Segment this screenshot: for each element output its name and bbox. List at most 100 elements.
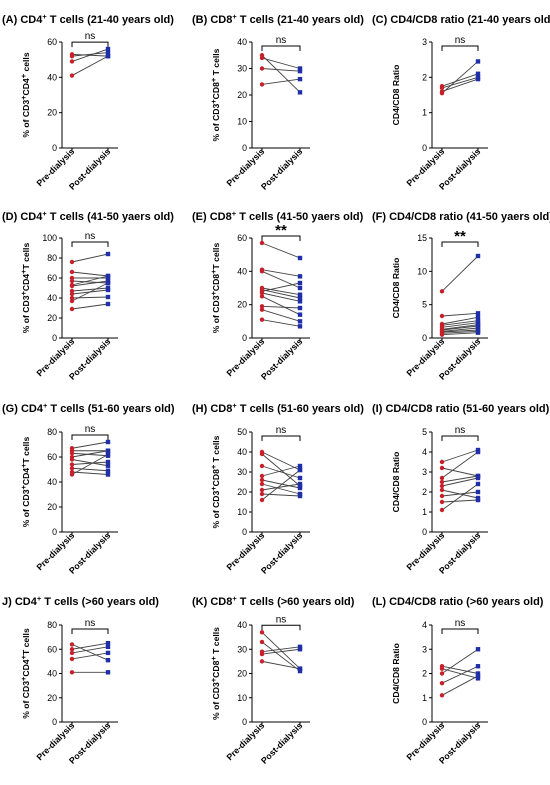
pre-dialysis-point: [69, 466, 75, 471]
pair-line: [71, 652, 109, 660]
y-tick-label: 0: [422, 333, 427, 343]
panel-label: (D): [2, 211, 20, 223]
pair-line: [261, 641, 301, 672]
y-tick-label: 60: [47, 452, 57, 462]
significance-bracket: [261, 435, 301, 441]
significance-label: ns: [85, 31, 96, 42]
y-axis-label: % of CD3+CD8+T cells: [209, 243, 221, 334]
panel-label: (F): [372, 211, 389, 223]
post-dialysis-point: [105, 439, 111, 445]
panel-label: (A): [2, 14, 20, 26]
panel-title-main: CD4/CD8 ratio (51-60 years old): [385, 403, 549, 415]
significance-label: ns: [85, 424, 96, 435]
y-axis-label: % of CD3+CD8+ T cells: [209, 48, 221, 141]
post-dialysis-point: [105, 273, 111, 279]
pair-line: [71, 454, 109, 475]
panel-I: (I) CD4/CD8 ratio (51-60 years old) 0 1 2 3 4…: [372, 403, 550, 576]
y-tick-label: 40: [47, 669, 57, 679]
y-tick-label: 20: [47, 108, 57, 118]
panel-label: (H): [192, 403, 210, 415]
pair-line: [71, 271, 109, 277]
post-dialysis-point: [297, 644, 303, 650]
panel-title: (F) CD4/CD8 ratio (41-50 yaers old): [372, 211, 550, 223]
post-dialysis-point: [297, 90, 303, 95]
panel-title-main: CD4: [20, 211, 43, 223]
y-axis-label: % of CD3+CD4+T cells: [19, 243, 31, 334]
pair-line: [441, 483, 479, 511]
pair-line: [71, 287, 109, 292]
post-dialysis-point: [297, 493, 303, 499]
post-dialysis-point: [475, 75, 481, 80]
post-dialysis-point: [297, 280, 303, 286]
panel-title-rest: T cells (>60 years old): [237, 596, 355, 608]
pre-dialysis-point: [439, 479, 445, 485]
pre-dialysis-point: [439, 289, 445, 294]
y-tick-label: 30: [237, 64, 247, 74]
post-dialysis-point: [297, 295, 303, 301]
pre-dialysis-point: [259, 477, 265, 483]
post-dialysis-point: [297, 292, 303, 297]
pair-line: [441, 467, 479, 477]
pair-line: [441, 451, 479, 479]
post-dialysis-point: [297, 485, 303, 491]
post-dialysis-point: [105, 53, 111, 59]
y-axis-label: % of CD3+CD4+ cells: [19, 52, 31, 137]
pair-line: [441, 327, 479, 332]
post-dialysis-point: [105, 301, 111, 307]
pair-line: [441, 475, 479, 483]
pre-dialysis-point: [259, 317, 265, 322]
pair-line: [261, 269, 301, 277]
post-dialysis-point: [105, 670, 111, 675]
post-dialysis-point: [105, 452, 111, 457]
y-tick-label: 80: [47, 620, 57, 630]
pair-line: [261, 453, 301, 487]
pair-line: [261, 465, 301, 479]
panel-C: (C) CD4/CD8 ratio (21-40 years old)0123P…: [372, 14, 550, 192]
pair-line: [261, 309, 301, 322]
pair-line: [261, 319, 301, 327]
significance-label: ns: [85, 231, 96, 242]
post-dialysis-point: [105, 448, 111, 453]
post-dialysis-point: [297, 68, 303, 74]
significance-bracket: [71, 628, 109, 634]
panel-title-rest: T cells (41-50 yaers old): [236, 211, 364, 223]
pair-line: [441, 491, 479, 497]
pre-dialysis-point: [259, 269, 265, 274]
post-dialysis-point: [297, 668, 303, 674]
pair-line: [71, 646, 109, 654]
pair-line: [71, 643, 109, 661]
post-dialysis-point: [105, 468, 111, 473]
y-axis-label: % of CD3+CD4+T cells: [19, 437, 31, 528]
pre-dialysis-point: [439, 681, 445, 686]
pair-line: [441, 312, 479, 317]
pair-line: [441, 332, 479, 336]
panel-title-main: CD8: [210, 14, 232, 26]
pair-line: [441, 477, 479, 487]
y-tick-label: 20: [237, 90, 247, 100]
pair-line: [261, 660, 301, 670]
panel-title: J) CD4+ T cells (>60 years old): [2, 594, 159, 608]
significance-label: ns: [455, 618, 466, 629]
y-tick-label: 0: [52, 717, 57, 727]
significance-bracket: [261, 45, 301, 51]
y-tick-label: 40: [47, 293, 57, 303]
post-dialysis-point: [105, 280, 111, 286]
post-dialysis-point: [475, 481, 481, 487]
pair-line: [71, 642, 109, 650]
pre-dialysis-point: [439, 332, 445, 337]
post-dialysis-point: [475, 449, 481, 455]
post-dialysis-point: [105, 287, 111, 293]
pre-dialysis-point: [69, 472, 75, 477]
y-axis-label: CD4/CD8 Ratio: [391, 65, 401, 126]
panel-E: (E) CD8+ T cells (41-50 yaers old) 0 20 40 6…: [192, 209, 364, 382]
panel-label: (B): [192, 14, 210, 26]
pair-line: [261, 242, 301, 259]
panel-title: (B) CD8+ T cells (21-40 years old): [192, 12, 364, 26]
pair-line: [71, 52, 109, 57]
y-tick-label: 3: [422, 37, 427, 47]
y-tick-label: 5: [422, 427, 427, 437]
post-dialysis-point: [475, 311, 481, 316]
significance-label: ns: [276, 614, 287, 625]
panel-label: J): [2, 596, 15, 608]
post-dialysis-point: [297, 647, 303, 652]
